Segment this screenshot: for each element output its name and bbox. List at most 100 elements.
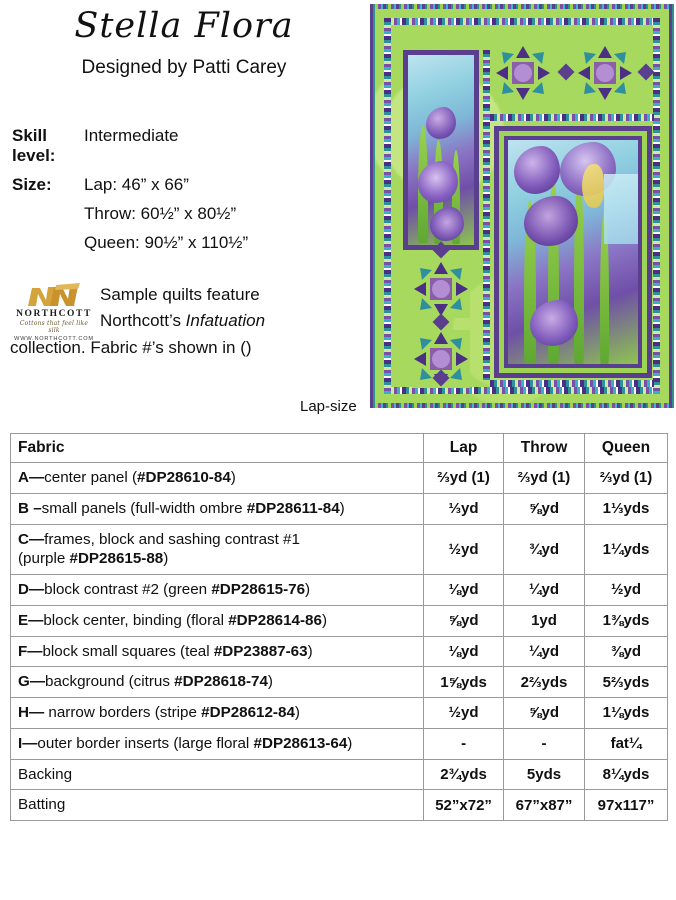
collection-note-line1: Sample quilts feature (100, 285, 260, 304)
quantity-cell-queen: 1⅜yds (584, 604, 668, 637)
quilt-star-block-left-lower (412, 330, 470, 388)
fabric-letter: D— (18, 581, 45, 598)
fabric-code: #DP28612-84 (201, 704, 295, 721)
fabric-code: #DP28614-86 (228, 611, 322, 629)
fabric-description-suffix: ) (347, 734, 353, 752)
quantity-cell-throw: 67”x87” (503, 789, 586, 821)
table-row: Backing 2¾yds 5yds 8¼yds (9, 758, 668, 791)
table-row: C—frames, block and sashing contrast #1 (… (9, 523, 668, 575)
fabric-description-text: small panels (full-width ombre (41, 499, 247, 517)
fabric-description-cell: Backing (9, 758, 425, 791)
quantity-cell-lap: ½yd (423, 523, 505, 575)
quilt-left-iris-2 (418, 161, 458, 203)
size-value-queen: Queen: 90½” x 110½” (84, 233, 249, 252)
quantity-cell-queen: 97x117” (584, 789, 668, 821)
fabric-description-cell: A—center panel (#DP28610-84) (9, 462, 425, 494)
quantity-cell-throw: 5yds (503, 758, 586, 791)
quantity-cell-throw: ¼yd (503, 635, 586, 668)
fabric-description-suffix: ) (230, 469, 236, 486)
column-header-lap: Lap (423, 433, 505, 463)
fabric-description-text: block contrast #2 (green (44, 581, 212, 598)
fabric-description-text: background (citrus (45, 673, 175, 691)
quantity-cell-queen: fat¼ (584, 727, 668, 760)
fabric-letter: I— (18, 734, 38, 752)
fabric-description-cell: F—block small squares (teal #DP23887-63) (9, 635, 425, 668)
fabric-description-text: block small squares (teal (42, 642, 214, 660)
fabric-letter: G— (18, 673, 46, 691)
quantity-cell-lap: - (423, 727, 505, 760)
size-label: Size: (12, 175, 52, 194)
fabric-letter: H— (18, 704, 49, 721)
size-value-throw: Throw: 60½” x 80½” (84, 204, 237, 223)
northcott-n-mark-icon (14, 282, 94, 308)
quilt-size-caption: Lap-size (300, 398, 357, 415)
fabric-requirements-table: Fabric Lap Throw Queen A—center panel (#… (9, 433, 668, 821)
fabric-description-cell: E—block center, binding (floral #DP28614… (9, 604, 425, 637)
quilt-main-iris-middle (524, 196, 578, 246)
fabric-description-text: center panel ( (44, 469, 138, 486)
northcott-url: WWW.NORTHCOTT.COM (14, 336, 94, 342)
fabric-letter: C— (18, 530, 45, 548)
quantity-cell-throw: 2⅔yds (503, 666, 586, 698)
fabric-letter: E— (18, 611, 44, 629)
fabric-description-text: Batting (18, 796, 66, 814)
fabric-description-text-line2: (purple (18, 550, 70, 568)
table-row: F—block small squares (teal #DP23887-63)… (9, 635, 668, 668)
table-row: G—background (citrus #DP28618-74) 1⅝yds 2⅔… (9, 666, 668, 698)
fabric-description-cell: C—frames, block and sashing contrast #1 (… (9, 523, 425, 575)
fabric-description-text: Backing (18, 765, 73, 783)
table-header-row: Fabric Lap Throw Queen (9, 433, 668, 463)
fabric-description-cell: H— narrow borders (stripe #DP28612-84) (9, 697, 425, 729)
quilt-main-yellow-accent (582, 164, 604, 208)
northcott-wordmark: NORTHCOTT (16, 309, 92, 319)
fabric-description-suffix: ) (267, 673, 273, 691)
fabric-description-suffix: ) (163, 550, 169, 568)
fabric-description-cell: D—block contrast #2 (green #DP28615-76) (9, 574, 425, 606)
collection-note-block: NORTHCOTT Cottons that feel like silk WW… (10, 282, 370, 361)
table-row: A—center panel (#DP28610-84) ⅔yd (1) ⅔yd (… (9, 462, 668, 494)
skill-level-value: Intermediate (84, 126, 179, 145)
fabric-code: #DP28610-84 (137, 469, 231, 486)
quilt-main-sky-patch (604, 174, 638, 244)
fabric-requirements-table-wrap: Fabric Lap Throw Queen A—center panel (#… (9, 433, 668, 821)
quantity-cell-throw: ¾yd (503, 523, 586, 575)
fabric-code: #DP28615-76 (211, 581, 306, 598)
quilt-main-leaf-2 (548, 180, 559, 364)
table-row: D—block contrast #2 (green #DP28615-76) ⅛… (9, 574, 668, 606)
table-body: A—center panel (#DP28610-84) ⅔yd (1) ⅔yd (… (9, 462, 668, 821)
quantity-cell-throw: ⅝yd (503, 492, 586, 525)
quilt-main-panel-stripe-top (490, 114, 654, 121)
size-row-lap: Size: Lap: 46” x 66” (12, 175, 372, 195)
table-row: I—outer border inserts (large floral #DP… (9, 727, 668, 760)
fabric-description-cell: B –small panels (full-width ombre #DP286… (9, 492, 425, 525)
quantity-cell-queen: ⅔yd (1) (584, 462, 668, 494)
fabric-letter: A— (18, 469, 45, 486)
fabric-description-text: frames, block and sashing contrast #1 (44, 530, 300, 548)
quilt-main-panel-stripe-bottom (490, 380, 654, 387)
fabric-code: #DP23887-63 (213, 642, 308, 660)
quilt-sashing-stripe-vertical (483, 50, 490, 380)
quilt-left-iris-3 (430, 207, 464, 241)
collection-name: Infatuation (185, 311, 266, 331)
size-value-lap: Lap: 46” x 66” (84, 175, 189, 194)
quantity-cell-queen: 1⅛yds (584, 697, 668, 729)
quilt-left-leaf-3 (452, 150, 460, 244)
fabric-description-cell: G—background (citrus #DP28618-74) (9, 666, 425, 698)
quantity-cell-lap: ⅔yd (1) (423, 462, 505, 494)
table-row: E—block center, binding (floral #DP28614… (9, 604, 668, 637)
quantity-cell-lap: ⅓yd (423, 492, 505, 525)
fabric-description-suffix: ) (307, 642, 313, 660)
quantity-cell-queen: 5⅔yds (584, 666, 668, 698)
collection-note-text: Sample quilts feature Northcott’s Infatu… (10, 282, 370, 361)
quantity-cell-lap: ⅝yd (423, 604, 505, 637)
table-row: H— narrow borders (stripe #DP28612-84) ½y… (9, 697, 668, 729)
column-header-fabric: Fabric (9, 433, 425, 463)
quilt-left-panel (408, 55, 474, 245)
page-title: Stella Flora (74, 6, 294, 46)
quilt-border-stripe-top (384, 18, 660, 25)
quantity-cell-throw: ⅝yd (503, 697, 586, 729)
fabric-description-text: outer border inserts (large floral (37, 734, 254, 752)
fabric-letter: B – (18, 499, 42, 517)
table-row: Batting 52”x72” 67”x87” 97x117” (9, 789, 668, 821)
quilt-main-leaf-4 (600, 210, 609, 364)
